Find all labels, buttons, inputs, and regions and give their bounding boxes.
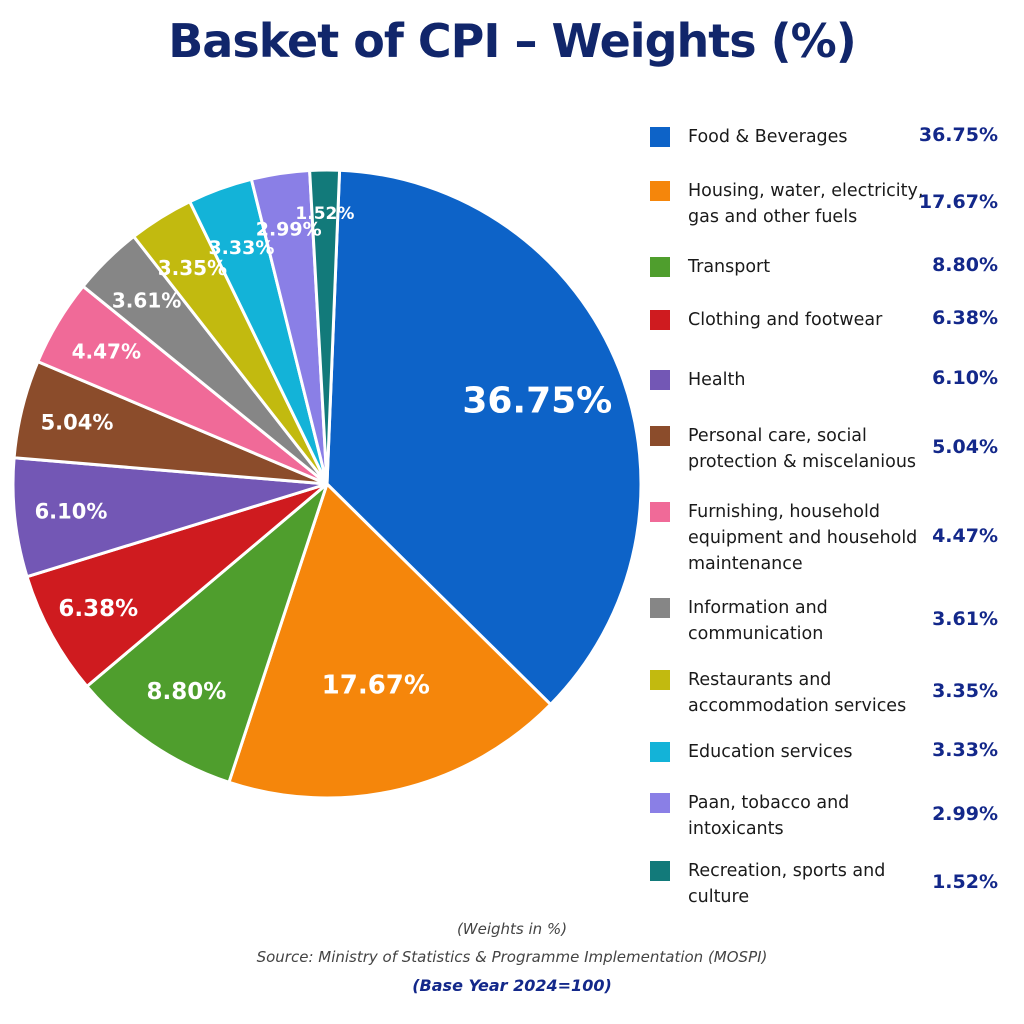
- legend-item: Recreation, sports and culture 1.52%: [650, 858, 1020, 910]
- legend-swatch: [650, 793, 670, 813]
- legend-label: Recreation, sports and culture: [688, 861, 886, 907]
- pie-slice-4: [25, 482, 329, 688]
- pie-slice-label-9: 3.35%: [158, 256, 227, 280]
- chart-source: Source: Ministry of Statistics & Program…: [256, 948, 768, 966]
- pie-slice-label-10: 3.33%: [208, 237, 274, 259]
- legend-label: Health: [688, 370, 746, 390]
- legend-value: 36.75%: [918, 124, 998, 146]
- pie-slice-2: [227, 482, 553, 800]
- legend-value: 6.38%: [932, 307, 998, 329]
- chart-title: Basket of CPI – Weights (%): [168, 14, 857, 68]
- legend-item: Health 6.10%: [650, 367, 1020, 393]
- legend-value: 5.04%: [932, 436, 998, 458]
- pie-chart: 36.75% 17.67% 8.80% 6.38% 6.10% 5.04% 4.47% 3.6…: [11, 168, 640, 800]
- legend-item: Education services 3.33%: [650, 739, 1020, 765]
- legend-swatch: [650, 742, 670, 762]
- legend-value: 1.52%: [932, 871, 998, 893]
- pie-slice-label-8: 3.61%: [112, 288, 181, 312]
- legend-item: Clothing and footwear 6.38%: [650, 307, 1020, 333]
- legend-label: Personal care, social protection & misce…: [688, 426, 917, 472]
- legend-label: Transport: [688, 257, 771, 277]
- legend-label: Paan, tobacco and intoxicants: [688, 793, 850, 839]
- legend-label: Furnishing, household equipment and hous…: [688, 502, 918, 574]
- legend-value: 6.10%: [932, 367, 998, 389]
- legend-swatch: [650, 426, 670, 446]
- legend-swatch: [650, 181, 670, 201]
- legend-label: Restaurants and accommodation services: [688, 670, 907, 716]
- legend-item: Information and communication 3.61%: [650, 595, 1020, 647]
- pie-slice-label-6: 5.04%: [41, 410, 114, 434]
- legend-value: 3.33%: [932, 739, 998, 761]
- legend-label: Housing, water, electricity, gas and oth…: [688, 181, 924, 227]
- pie-slice-5: [11, 456, 329, 579]
- legend-value: 8.80%: [932, 254, 998, 276]
- legend-swatch: [650, 370, 670, 390]
- legend-swatch: [650, 670, 670, 690]
- legend-value: 2.99%: [932, 803, 998, 825]
- pie-slice-label-3: 8.80%: [147, 679, 227, 705]
- legend-swatch: [650, 502, 670, 522]
- legend-item: Furnishing, household equipment and hous…: [650, 499, 1020, 577]
- legend-value: 17.67%: [918, 191, 998, 213]
- chart-note: (Weights in %): [456, 920, 568, 938]
- legend-swatch: [650, 598, 670, 618]
- legend-swatch: [650, 310, 670, 330]
- legend-item: Restaurants and accommodation services 3.…: [650, 667, 1020, 719]
- legend-label: Information and communication: [688, 598, 828, 644]
- legend-value: 3.35%: [932, 680, 998, 702]
- pie-slice-label-4: 6.38%: [58, 596, 138, 622]
- pie-slice-label-12: 1.52%: [295, 204, 354, 224]
- legend-item: Housing, water, electricity, gas and oth…: [650, 178, 1020, 230]
- legend-value: 3.61%: [932, 608, 998, 630]
- pie-slice-label-11: 2.99%: [256, 218, 322, 240]
- pie-slice-label-5: 6.10%: [35, 500, 108, 524]
- legend-label: Food & Beverages: [688, 127, 848, 147]
- legend-item: Personal care, social protection & misce…: [650, 423, 1020, 475]
- legend-label: Education services: [688, 742, 853, 762]
- pie-slice-label-1: 36.75%: [462, 380, 612, 421]
- legend-swatch: [650, 257, 670, 277]
- pie-slice-1: [325, 168, 640, 706]
- legend-value: 4.47%: [932, 525, 998, 547]
- legend-item: Paan, tobacco and intoxicants 2.99%: [650, 790, 1020, 842]
- pie-slice-3: [85, 482, 329, 784]
- pie-slice-label-2: 17.67%: [322, 670, 430, 700]
- chart-base-year: (Base Year 2024=100): [412, 976, 612, 995]
- legend-swatch: [650, 861, 670, 881]
- legend-item: Transport 8.80%: [650, 254, 1020, 280]
- legend-swatch: [650, 127, 670, 147]
- legend-label: Clothing and footwear: [688, 310, 883, 330]
- pie-slice-12: [308, 168, 342, 486]
- legend-item: Food & Beverages 36.75%: [650, 124, 1020, 150]
- pie-slice-label-7: 4.47%: [72, 340, 141, 364]
